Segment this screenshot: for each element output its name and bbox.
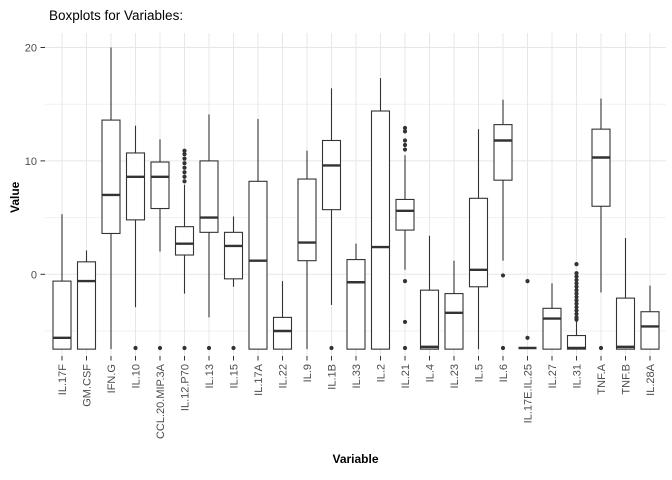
outlier-dot xyxy=(574,301,579,306)
box xyxy=(297,178,317,262)
x-tick-label: IL.6 xyxy=(498,364,510,382)
chart-title: Boxplots for Variables: xyxy=(49,8,184,23)
x-tick-label: IL.15 xyxy=(228,364,240,388)
x-tick-label: TNF.A xyxy=(596,363,608,394)
box xyxy=(615,297,636,350)
x-tick-label: IL.12.P70 xyxy=(179,364,191,411)
x-tick-label: IL.33 xyxy=(351,364,363,388)
box xyxy=(468,197,489,288)
outlier-dot xyxy=(182,179,187,184)
outlier-dot xyxy=(525,335,530,340)
outlier-dot xyxy=(598,345,604,351)
outlier-dot xyxy=(402,345,408,351)
box xyxy=(272,316,293,350)
outlier-dot xyxy=(574,277,579,283)
x-tick-label: IL.21 xyxy=(400,364,412,388)
box xyxy=(223,231,244,280)
x-tick-label: IL.27 xyxy=(547,364,559,388)
outlier-dot xyxy=(133,345,138,351)
x-tick-label: IL.10 xyxy=(130,364,142,388)
x-tick-label: IL.13 xyxy=(204,364,216,388)
outlier-dot xyxy=(574,281,579,286)
outlier-dot xyxy=(574,305,579,310)
box xyxy=(199,160,219,233)
box xyxy=(493,124,513,181)
box xyxy=(174,226,195,256)
box xyxy=(101,119,121,235)
box xyxy=(125,152,146,221)
box xyxy=(76,261,97,350)
outlier-dot xyxy=(525,279,530,284)
outlier-dot xyxy=(402,125,408,131)
outlier-dot xyxy=(182,161,187,166)
x-tick-label: IL.9 xyxy=(302,364,314,382)
outlier-dot xyxy=(574,261,579,267)
x-tick-label: IL.31 xyxy=(571,364,583,388)
box xyxy=(321,139,342,211)
x-tick-label: TNF.B xyxy=(620,364,632,395)
outlier-dot xyxy=(574,291,579,296)
x-axis-title: Variable xyxy=(332,452,379,466)
box xyxy=(370,110,391,350)
box xyxy=(444,293,464,350)
outlier-dot xyxy=(182,156,187,161)
outlier-dot xyxy=(402,319,408,325)
box xyxy=(640,311,660,350)
outlier-dot xyxy=(231,345,236,351)
outlier-dot xyxy=(182,151,187,157)
y-tick-label: 0 xyxy=(31,269,37,281)
outlier-dot xyxy=(574,288,579,293)
x-tick-label: IL.22 xyxy=(277,364,289,388)
x-tick-label: IL.17A xyxy=(253,363,265,395)
outlier-dot xyxy=(182,170,187,175)
outlier-dot xyxy=(402,129,408,134)
outlier-dot xyxy=(574,317,579,322)
outlier-dot xyxy=(574,298,579,303)
box xyxy=(395,198,415,231)
outlier-dot xyxy=(402,138,408,143)
outlier-dot xyxy=(574,311,579,317)
outlier-dot xyxy=(574,294,579,300)
box xyxy=(52,280,72,350)
outlier-dot xyxy=(182,174,187,179)
outlier-dot xyxy=(574,271,579,276)
y-axis-title: Value xyxy=(8,181,22,213)
y-tick-label: 20 xyxy=(25,43,37,55)
box xyxy=(419,289,440,350)
box xyxy=(591,128,611,207)
outlier-dot xyxy=(574,308,579,313)
box xyxy=(248,180,268,350)
x-tick-label: IL.4 xyxy=(424,364,436,382)
x-tick-label: IL.5 xyxy=(473,364,485,382)
box xyxy=(150,161,170,210)
x-tick-label: IL.17F xyxy=(57,364,69,395)
x-tick-label: IL.1B xyxy=(326,364,338,390)
x-tick-label: IL.2 xyxy=(375,364,387,382)
outlier-dot xyxy=(402,147,408,152)
outlier-dot xyxy=(500,345,506,351)
x-tick-label: IFN.G xyxy=(106,364,118,393)
outlier-dot xyxy=(157,345,163,351)
x-tick-label: IL.17E.IL.25 xyxy=(522,364,534,423)
x-tick-label: IL.28A xyxy=(645,363,657,395)
outlier-dot xyxy=(182,165,187,170)
outlier-dot xyxy=(500,273,506,278)
y-tick-label: 10 xyxy=(25,156,37,168)
x-tick-label: GM.CSF xyxy=(81,364,93,407)
outlier-dot xyxy=(402,279,408,284)
outlier-dot xyxy=(182,345,187,351)
outlier-dot xyxy=(329,345,334,351)
outlier-dot xyxy=(574,284,579,289)
x-tick-label: CCL.20.MIP.3A xyxy=(155,363,167,439)
outlier-dot xyxy=(206,345,212,351)
box xyxy=(542,307,562,350)
outlier-dot xyxy=(402,142,408,148)
outlier-dot xyxy=(574,274,579,279)
x-tick-label: IL.23 xyxy=(449,364,461,388)
outlier-dot xyxy=(182,148,187,153)
box xyxy=(346,259,366,350)
